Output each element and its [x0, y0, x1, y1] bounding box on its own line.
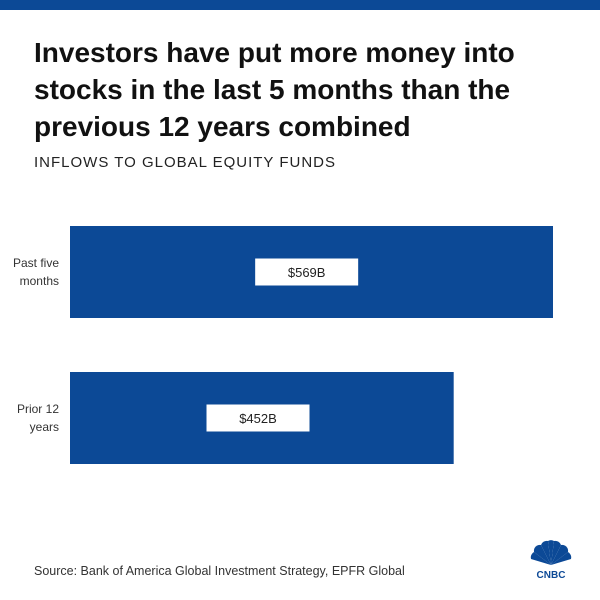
- value-label: $569B: [288, 265, 326, 280]
- cnbc-peacock-logo: CNBC: [530, 540, 572, 580]
- value-label-box: [255, 258, 359, 286]
- top-accent-bar: [0, 0, 600, 10]
- category-label: Prior 12 years: [17, 402, 59, 434]
- value-label: $452B: [239, 411, 277, 426]
- category-label: Past five months: [13, 256, 59, 288]
- value-label-box: [206, 404, 310, 432]
- headline: Investors have put more money into stock…: [34, 37, 515, 142]
- chart-subtitle: INFLOWS TO GLOBAL EQUITY FUNDS: [34, 154, 336, 171]
- logo-text: CNBC: [537, 570, 566, 580]
- bar-chart: $569B Past five months $452B Prior 12 years: [13, 226, 553, 464]
- source-note: Source: Bank of America Global Investmen…: [34, 564, 405, 578]
